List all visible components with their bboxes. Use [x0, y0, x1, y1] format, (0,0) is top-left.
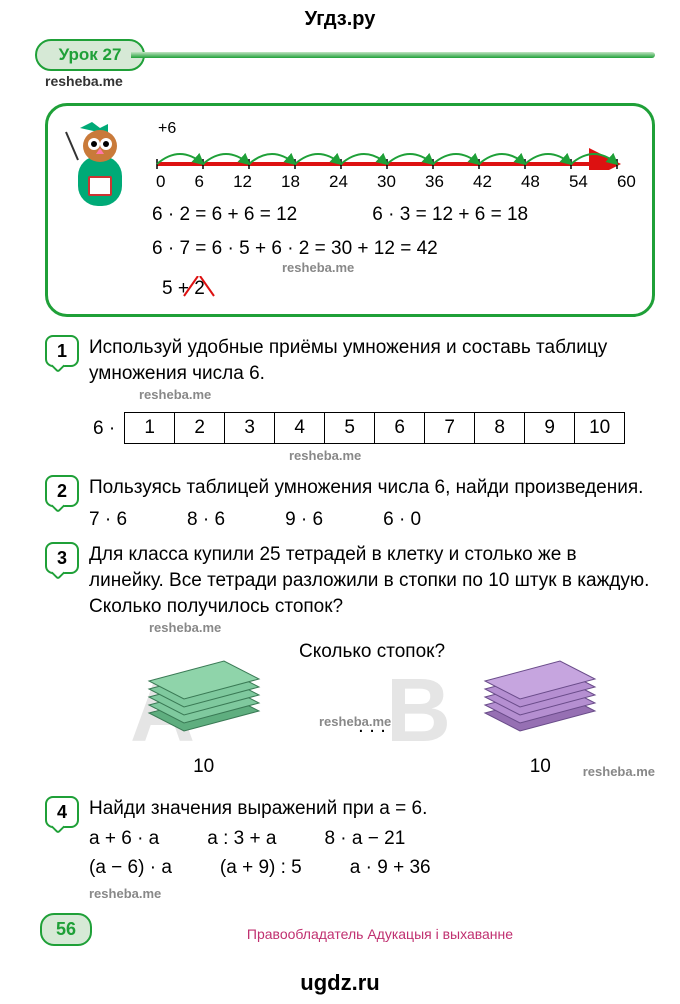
wm-inline: resheba.me [319, 713, 391, 731]
eq-row-1: 6 · 2 = 6 + 6 = 12 6 · 3 = 12 + 6 = 18 [152, 204, 636, 226]
eq3: 6 · 7 = 6 · 5 + 6 · 2 = 30 + 12 = 42 [152, 238, 438, 259]
split-diagram: resheba.me 5 + 2 [152, 278, 636, 300]
owl-icon [60, 120, 140, 212]
tick: 24 [329, 172, 348, 192]
task-text: Используй удобные приёмы умножения и сос… [89, 335, 655, 386]
mult-table: 6 · 1 2 3 4 5 6 7 8 9 10 [89, 412, 655, 446]
table-cell: 10 [574, 412, 625, 444]
tick: 48 [521, 172, 540, 192]
expr-row: (a − 6) · a (a + 9) : 5 a · 9 + 36 [89, 855, 655, 881]
eq-row-2: 6 · 7 = 6 · 5 + 6 · 2 = 30 + 12 = 42 [152, 238, 636, 260]
task-1: 1 Используй удобные приёмы умножения и с… [45, 335, 655, 465]
tick: 18 [281, 172, 300, 192]
task-num: 3 [45, 542, 79, 574]
task-text: Найди значения выражений при a = 6. [89, 796, 655, 822]
tick: 36 [425, 172, 444, 192]
expr-row: a + 6 · a a : 3 + a 8 · a − 21 [89, 826, 655, 852]
task-text: Для класса купили 25 тетрадей в клетку и… [89, 542, 655, 619]
tick: 0 [156, 172, 165, 192]
task-text: Пользуясь таблицей умножения числа 6, на… [89, 475, 655, 501]
lesson-header: Урок 27 [45, 39, 655, 71]
table-cell: 4 [274, 412, 325, 444]
table-cell: 7 [424, 412, 475, 444]
expr: 6 · 0 [383, 507, 421, 533]
eq1: 6 · 2 = 6 + 6 = 12 [152, 204, 367, 226]
footer-text: Правообладатель Адукацыя і выхаванне [105, 926, 655, 942]
expr: (a − 6) · a [89, 855, 172, 881]
task-3: 3 Для класса купили 25 тетрадей в клетку… [45, 542, 655, 786]
table-cell: 2 [174, 412, 225, 444]
wm-inline: resheba.me [289, 447, 655, 465]
expr: 8 · a − 21 [324, 826, 405, 852]
eq2: 6 · 3 = 12 + 6 = 18 [372, 204, 528, 226]
stacks-diagram: Сколько стопок? 10 . . . [89, 643, 655, 780]
expr: (a + 9) : 5 [220, 855, 302, 881]
task-2: 2 Пользуясь таблицей умножения числа 6, … [45, 475, 655, 532]
lesson-tab: Урок 27 [35, 39, 145, 71]
number-line [152, 138, 622, 170]
wm-inline: resheba.me [583, 763, 655, 781]
plus6-label: +6 [158, 120, 636, 138]
tick: 54 [569, 172, 588, 192]
expr: a : 3 + a [207, 826, 276, 852]
info-box: +6 [45, 103, 655, 317]
wm-inline: resheba.me [282, 260, 354, 275]
tick: 30 [377, 172, 396, 192]
notebooks-green-icon [129, 643, 279, 743]
number-line-labels: 0 6 12 18 24 30 36 42 48 54 60 [152, 172, 636, 192]
table-cell: 1 [124, 412, 175, 444]
tick: 60 [617, 172, 636, 192]
expr: a + 6 · a [89, 826, 159, 852]
lesson-rule [131, 52, 655, 58]
notebooks-purple-icon [465, 643, 615, 743]
table-cell: 6 [374, 412, 425, 444]
page-number: 56 [40, 913, 92, 946]
tick: 12 [233, 172, 252, 192]
table-cell: 3 [224, 412, 275, 444]
expr: 8 · 6 [187, 507, 225, 533]
stack-label: 10 [129, 754, 279, 780]
tick: 6 [195, 172, 204, 192]
wm-inline: resheba.me [89, 885, 655, 903]
stacks-title: Сколько стопок? [299, 639, 445, 665]
top-watermark: Угдз.ру [0, 0, 680, 39]
table-cell: 8 [474, 412, 525, 444]
tick: 42 [473, 172, 492, 192]
expr: a · 9 + 36 [350, 855, 431, 881]
task-num: 2 [45, 475, 79, 507]
table-cell: 9 [524, 412, 575, 444]
expr-row: 7 · 6 8 · 6 9 · 6 6 · 0 [89, 507, 655, 533]
bottom-watermark: ugdz.ru [0, 962, 680, 1004]
wm-1: resheba.me [45, 73, 655, 89]
table-lead: 6 · [89, 412, 125, 446]
wm-inline: resheba.me [149, 619, 655, 637]
table-cell: 5 [324, 412, 375, 444]
wm-inline: resheba.me [139, 386, 655, 404]
task-num: 4 [45, 796, 79, 828]
expr: 7 · 6 [89, 507, 127, 533]
expr: 9 · 6 [285, 507, 323, 533]
split-text: 5 + 2 [162, 278, 636, 300]
task-4: 4 Найди значения выражений при a = 6. a … [45, 796, 655, 902]
task-num: 1 [45, 335, 79, 367]
